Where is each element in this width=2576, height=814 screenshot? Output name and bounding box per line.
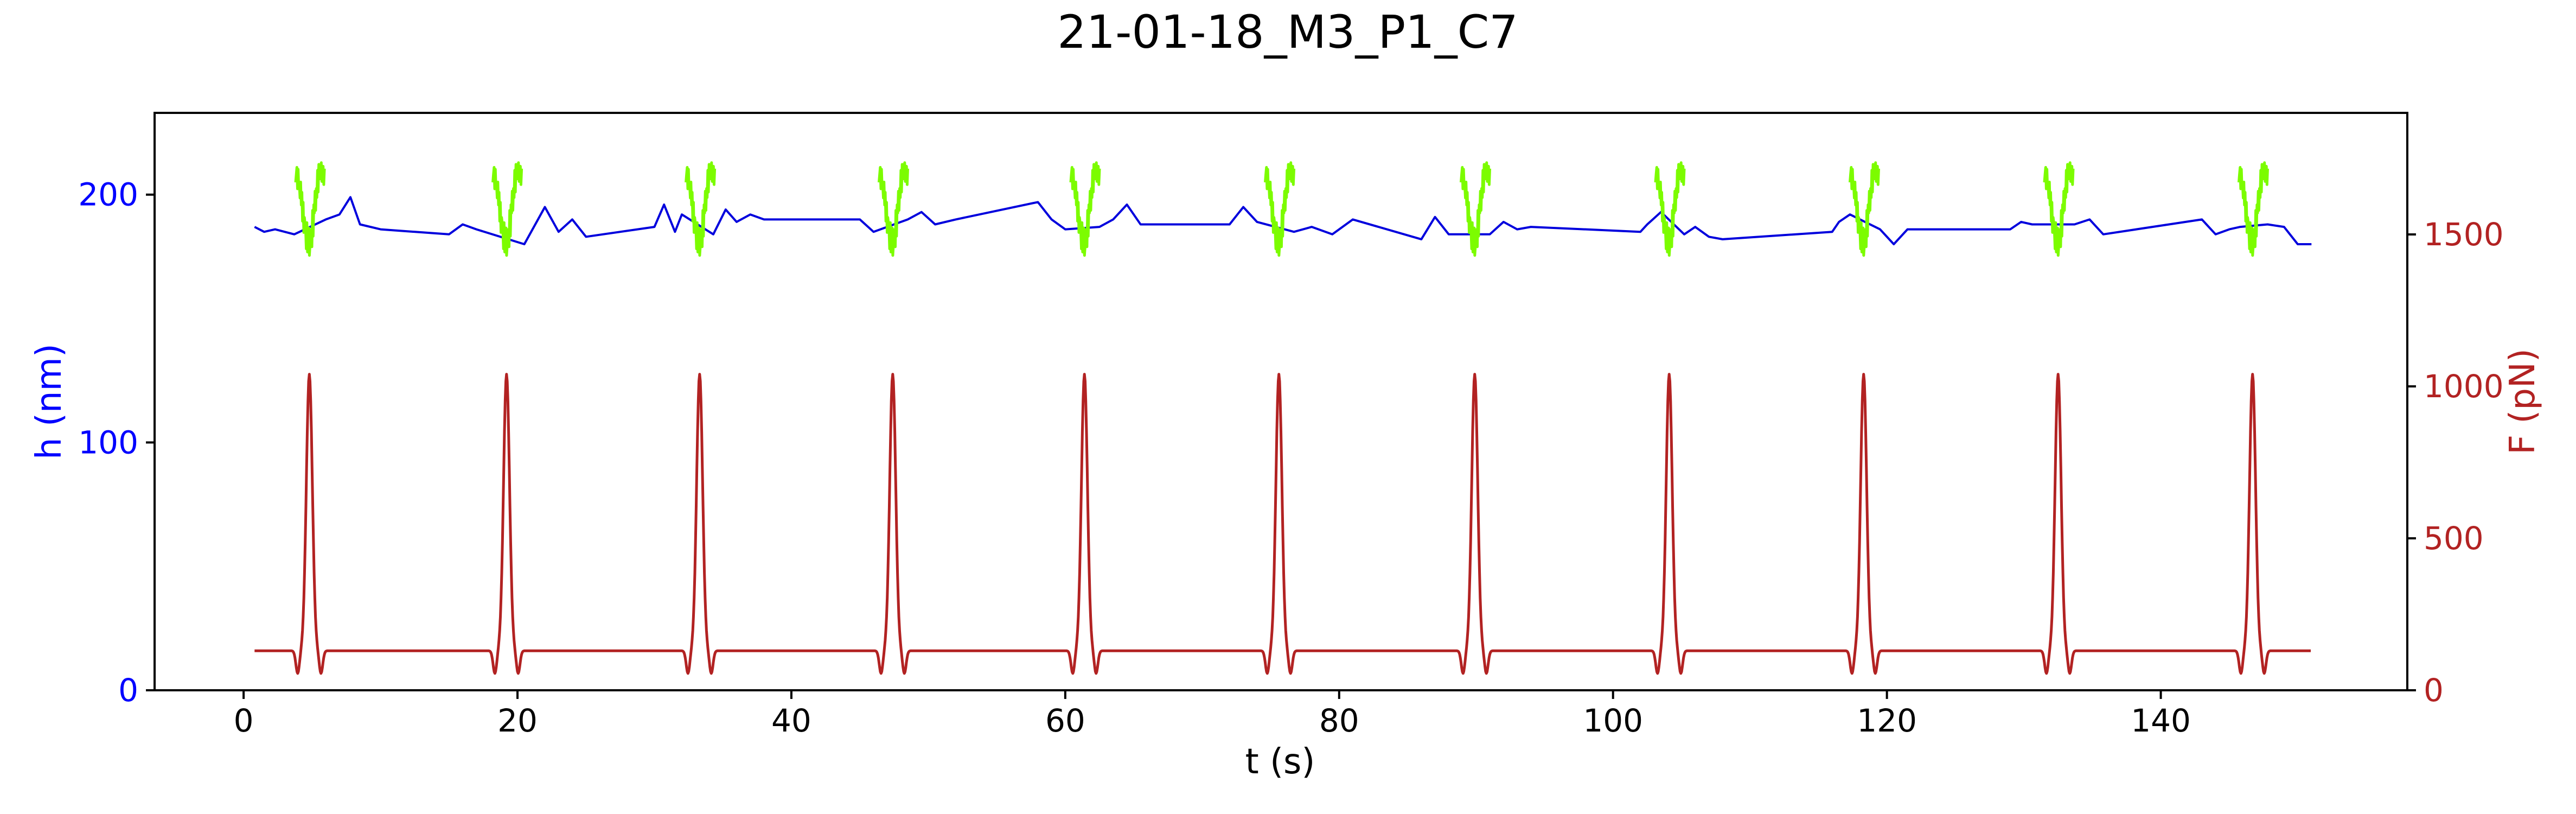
y-left-tick-label: 200: [78, 176, 138, 213]
height-contact-segment: [1460, 161, 1491, 257]
x-tick-label: 80: [1319, 702, 1359, 739]
x-tick-label: 140: [2131, 702, 2191, 739]
height-contact-segment: [2238, 161, 2269, 257]
height-contact-segment: [878, 161, 909, 257]
x-tick-label: 100: [1583, 702, 1643, 739]
y-right-tick-label: 0: [2424, 672, 2444, 709]
height-contact-segment: [1264, 161, 1295, 257]
height-series: [254, 196, 2312, 245]
x-axis: 0 20 40 60 80 100 120 140: [234, 690, 2191, 739]
x-tick-label: 40: [771, 702, 811, 739]
height-contact-segment: [685, 161, 717, 257]
height-contact-series: [294, 161, 2269, 257]
y-right-tick-label: 500: [2424, 520, 2484, 557]
y-left-tick-label: 100: [78, 424, 138, 461]
x-tick-label: 0: [234, 702, 254, 739]
height-contact-segment: [1069, 161, 1101, 257]
y-axis-left-label: h (nm): [29, 344, 69, 460]
y-axis-right-label: F (pN): [2503, 348, 2543, 455]
x-tick-label: 20: [497, 702, 538, 739]
force-series: [254, 373, 2312, 675]
x-tick-label: 120: [1857, 702, 1917, 739]
force-line: [254, 373, 2312, 675]
height-contact-segment: [491, 161, 523, 257]
x-axis-label: t (s): [1245, 742, 1315, 782]
x-tick-label: 60: [1045, 702, 1085, 739]
y-axis-right: 0 500 1000 1500: [2407, 216, 2504, 709]
y-right-tick-label: 1000: [2424, 368, 2504, 405]
height-baseline-line: [254, 196, 2312, 245]
chart-title: 21-01-18_M3_P1_C7: [1057, 5, 1518, 59]
height-contact-segment: [2043, 161, 2075, 257]
plot-frame: [154, 112, 2408, 691]
y-axis-left: 0 100 200: [78, 176, 155, 709]
height-contact-segment: [1849, 161, 1880, 257]
y-right-tick-label: 1500: [2424, 216, 2504, 253]
height-contact-segment: [294, 161, 326, 257]
height-contact-segment: [1654, 161, 1686, 257]
y-left-tick-label: 0: [118, 672, 138, 709]
